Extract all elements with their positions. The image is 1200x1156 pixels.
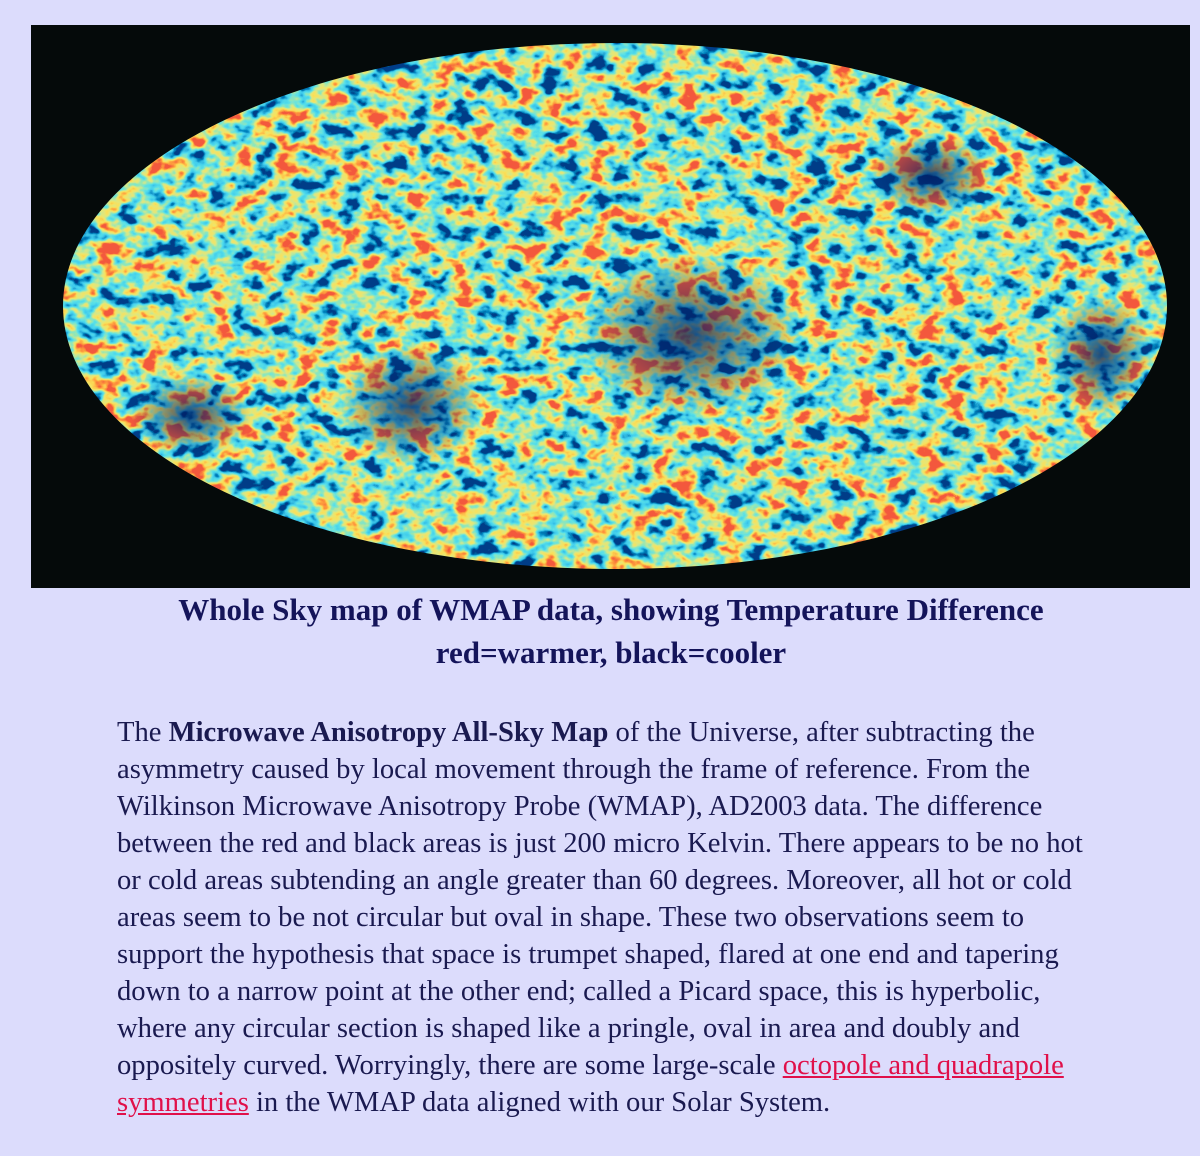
caption-line: red=warmer, black=cooler	[435, 635, 787, 670]
text: of the Universe, after subtracting the a…	[117, 717, 1083, 1081]
body-paragraph: The Microwave Anisotropy All-Sky Map of …	[117, 714, 1107, 1121]
sky-ellipse	[63, 43, 1167, 569]
text: The	[117, 717, 169, 748]
link[interactable]: octopole and quadrapole symmetries	[117, 1050, 1064, 1118]
caption: Whole Sky map of WMAP data, showing Temp…	[0, 588, 1200, 674]
sky-map-image	[31, 25, 1190, 588]
bold-text: Microwave Anisotropy All-Sky Map	[168, 717, 609, 748]
caption-line: Whole Sky map of WMAP data, showing Temp…	[178, 592, 1044, 627]
text: in the WMAP data aligned with our Solar …	[248, 1087, 831, 1118]
